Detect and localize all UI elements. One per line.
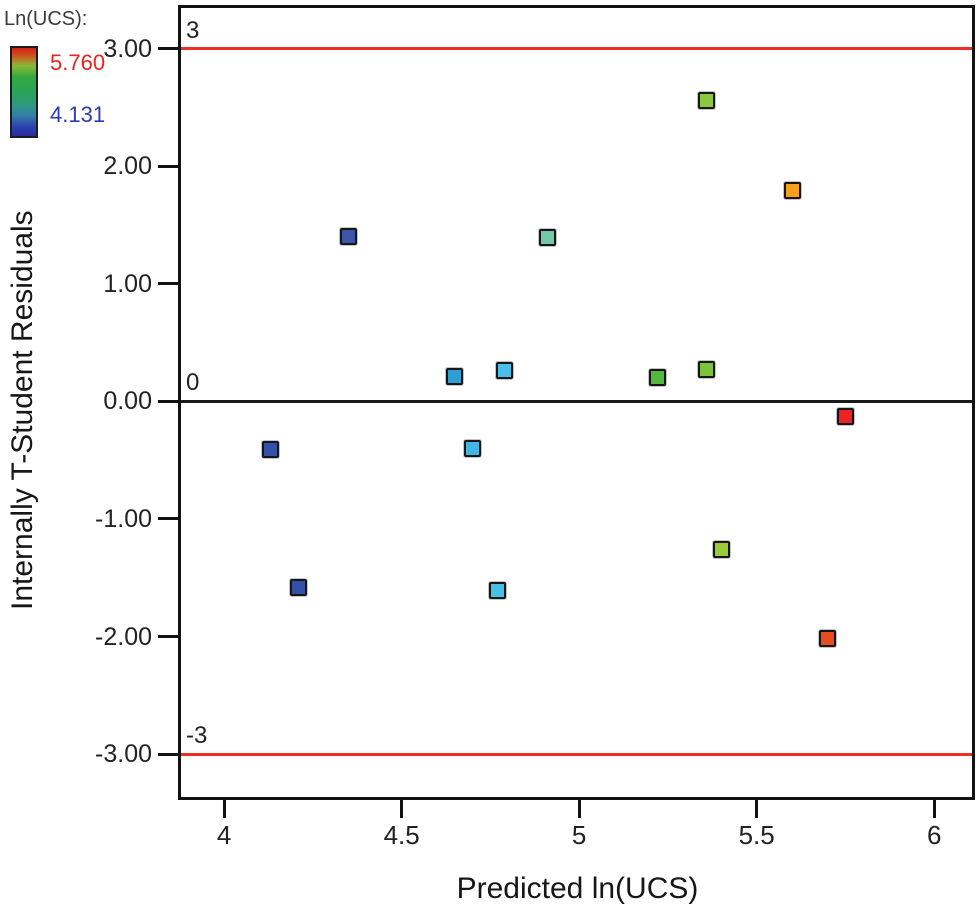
data-point-marker [261, 441, 279, 459]
reference-line-label: 0 [186, 369, 200, 397]
data-point-marker [489, 582, 506, 600]
data-point-marker [496, 362, 514, 380]
data-point-marker [538, 229, 556, 247]
data-point-marker [698, 361, 716, 379]
data-point-marker [783, 182, 801, 200]
x-axis-tick [400, 800, 404, 818]
x-axis-tick [577, 800, 581, 818]
data-point-marker [836, 408, 854, 426]
plot-area: 3 0 -3 [178, 5, 975, 800]
color-gradient-bar [10, 46, 38, 138]
reference-line-label: 3 [186, 16, 200, 44]
data-point-marker [464, 439, 482, 457]
y-axis-tick [158, 164, 178, 168]
reference-line-0 [178, 399, 975, 403]
data-point-marker [648, 369, 666, 387]
data-point-marker [446, 368, 464, 386]
reference-line--3 [178, 752, 975, 756]
reference-line-label: -3 [186, 722, 208, 750]
legend-max-value: 5.760 [50, 50, 106, 75]
y-axis-tick [158, 635, 178, 639]
reference-line-3 [178, 47, 975, 50]
data-point-marker [819, 630, 837, 648]
x-axis-title: Predicted ln(UCS) [456, 872, 699, 905]
color-scale-legend: Ln(UCS): 5.760 4.131 [4, 8, 154, 138]
y-tick-label: 3.00 [103, 34, 152, 63]
legend-min-value: 4.131 [50, 102, 106, 127]
y-axis-tick [158, 399, 178, 403]
data-point-marker [290, 578, 308, 596]
x-axis-tick [222, 800, 226, 818]
legend-title: Ln(UCS): [4, 8, 88, 30]
x-tick-label: 4.5 [383, 820, 420, 850]
data-point-marker [712, 541, 730, 558]
y-axis-title: Internally T-Student Residuals [6, 210, 39, 610]
y-axis-tick [158, 752, 178, 756]
x-tick-label: 5.5 [738, 820, 775, 850]
y-tick-label: -1.00 [95, 504, 152, 533]
data-point-marker [339, 228, 357, 246]
x-axis-tick [755, 800, 759, 818]
y-tick-label: -3.00 [95, 740, 152, 769]
data-point-marker [698, 91, 716, 109]
y-tick-label: 2.00 [103, 152, 152, 181]
y-tick-label: -2.00 [95, 622, 152, 651]
x-axis-tick [932, 800, 936, 818]
x-tick-label: 5 [571, 820, 587, 850]
y-tick-label: 1.00 [103, 269, 152, 298]
y-axis-tick [158, 282, 178, 286]
x-tick-label: 4 [216, 820, 232, 850]
x-tick-label: 6 [926, 820, 942, 850]
y-axis-tick [158, 517, 178, 521]
y-tick-label: 0.00 [103, 387, 152, 416]
y-axis-tick [158, 47, 178, 50]
